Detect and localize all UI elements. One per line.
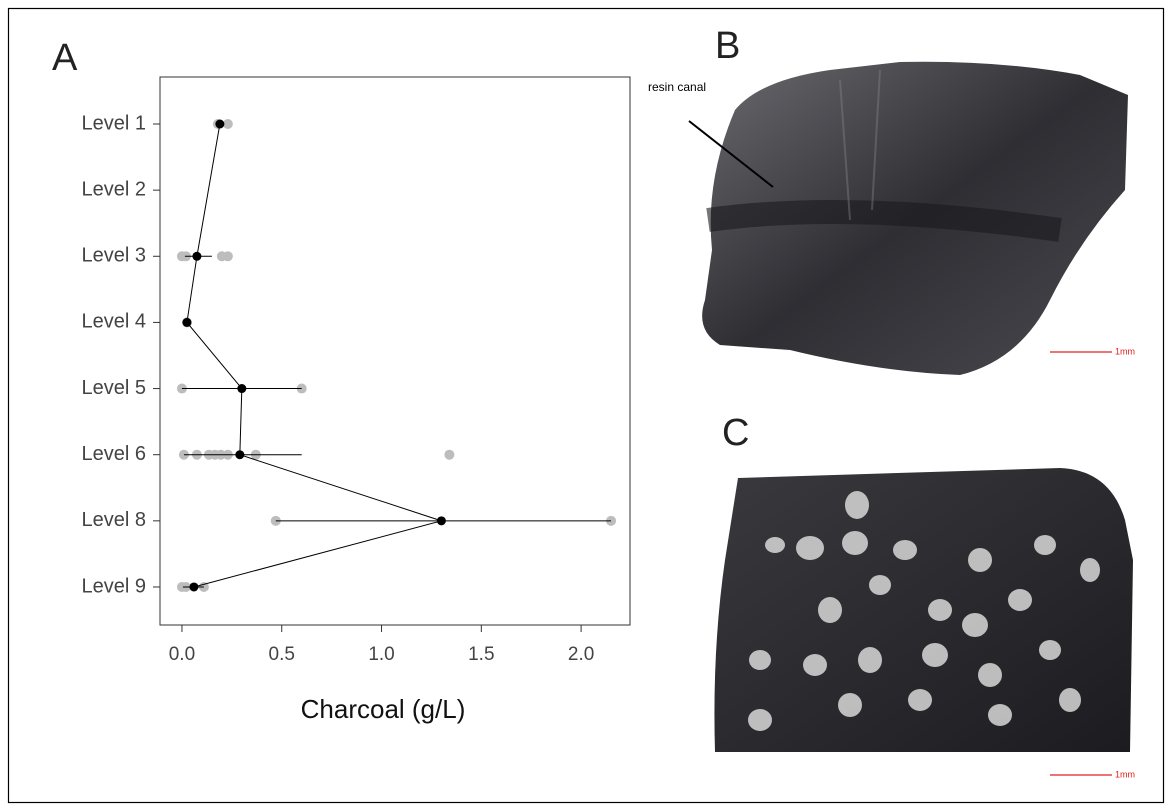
x-tick-label: 0.5 bbox=[269, 644, 295, 665]
panel-label: B bbox=[715, 25, 740, 67]
x-axis-label: Charcoal (g/L) bbox=[301, 694, 466, 724]
mean-point bbox=[237, 384, 246, 393]
mean-point bbox=[215, 120, 224, 129]
panel-label: A bbox=[52, 37, 78, 79]
x-tick-label: 1.0 bbox=[368, 644, 394, 665]
figure: A B C resin canal 1mm 1mm Charcoal (g/L)… bbox=[0, 0, 1173, 811]
y-tick-label: Level 9 bbox=[82, 575, 147, 597]
annotation: resin canal bbox=[648, 80, 706, 94]
sample-point bbox=[223, 251, 233, 261]
mean-point bbox=[437, 516, 446, 525]
mean-point bbox=[192, 252, 201, 261]
y-tick-label: Level 4 bbox=[82, 311, 147, 333]
y-tick-label: Level 2 bbox=[82, 178, 147, 200]
y-tick-label: Level 1 bbox=[82, 112, 147, 134]
x-tick-label: 0.0 bbox=[169, 644, 195, 665]
panel-label: C bbox=[722, 412, 749, 454]
mean-line bbox=[187, 124, 441, 587]
photo-b bbox=[702, 62, 1128, 375]
plot: 0.0 0.5 1.0 1.5 2.0 Level 1 Level 2 Level 3 Leve… bbox=[82, 112, 617, 665]
mean-point bbox=[189, 582, 198, 591]
mean-point bbox=[182, 318, 191, 327]
scale-label: 1mm bbox=[1115, 346, 1135, 356]
x-tick-label: 1.5 bbox=[468, 644, 494, 665]
plot-frame bbox=[160, 77, 630, 625]
x-tick-label: 2.0 bbox=[568, 644, 594, 665]
y-tick-label: Level 8 bbox=[82, 509, 147, 531]
y-tick-label: Level 5 bbox=[82, 377, 147, 399]
y-tick-label: Level 6 bbox=[82, 443, 147, 465]
sample-point bbox=[444, 450, 454, 460]
scale-label: 1mm bbox=[1115, 769, 1135, 779]
mean-point bbox=[235, 450, 244, 459]
y-tick-label: Level 3 bbox=[82, 245, 147, 267]
photo-c bbox=[714, 468, 1133, 752]
